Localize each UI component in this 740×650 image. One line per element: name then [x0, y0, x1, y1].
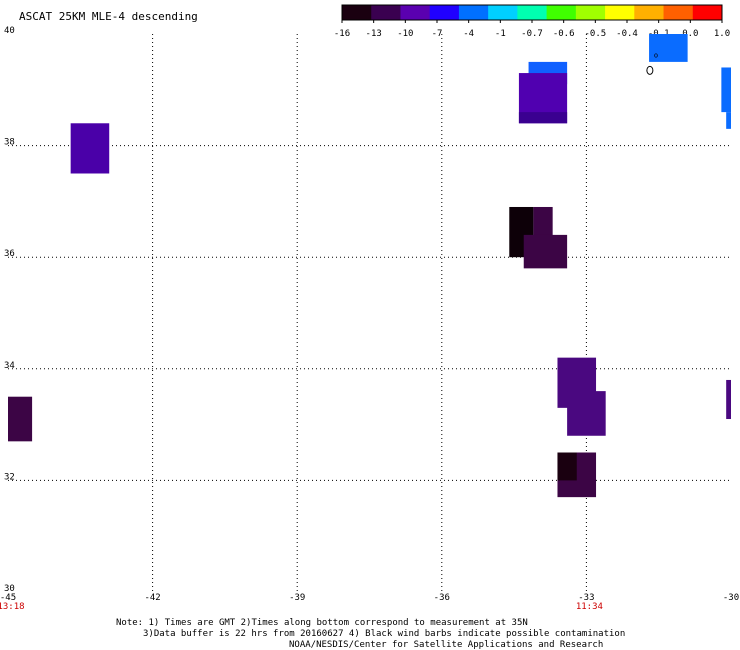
note-line-1: Note: 1) Times are GMT 2)Times along bot… — [116, 618, 528, 628]
time-label: 11:34 — [576, 602, 603, 612]
data-cell — [726, 379, 731, 420]
colorbar-label: -7 — [432, 29, 443, 39]
y-tick-label: 30 — [4, 584, 15, 594]
colorbar-label: -10 — [397, 29, 413, 39]
x-tick-label: -42 — [144, 593, 160, 603]
colorbar-swatch — [517, 5, 548, 20]
colorbar-label: -13 — [366, 29, 382, 39]
data-cell — [567, 391, 606, 436]
note-line-3: NOAA/NESDIS/Center for Satellite Applica… — [289, 640, 603, 650]
y-tick-label: 38 — [4, 138, 15, 148]
data-cell — [726, 112, 731, 129]
chart-title: ASCAT 25KM MLE-4 descending — [19, 10, 198, 23]
colorbar-swatch — [692, 5, 723, 20]
grid-lines — [8, 34, 731, 592]
time-label: 13:18 — [0, 602, 25, 612]
colorbar-swatch — [605, 5, 635, 20]
y-tick-label: 32 — [4, 472, 15, 482]
x-tick-label: -30 — [723, 593, 739, 603]
y-tick-label: 40 — [4, 26, 15, 36]
colorbar-label: -16 — [334, 29, 350, 39]
time-labels: 13:18 11:34 — [0, 602, 603, 612]
x-tick-label: -39 — [289, 593, 305, 603]
colorbar-legend: -16-13-10-7-4-1-0.7-0.6-0.5-0.4-0.10.01.… — [334, 4, 730, 39]
colorbar-swatch — [575, 5, 606, 20]
wind-barb-circle — [646, 65, 654, 75]
colorbar-label: -1 — [495, 29, 506, 39]
colorbar-label: -0.4 — [616, 29, 638, 39]
note-line-2: 3)Data buffer is 22 hrs from 20160627 4)… — [143, 629, 625, 639]
colorbar-label: -0.5 — [584, 29, 606, 39]
colorbar-label: -0.7 — [521, 29, 543, 39]
colorbar-label: -4 — [463, 29, 474, 39]
colorbar-label: 0.0 — [682, 29, 698, 39]
colorbar-swatch — [488, 5, 518, 20]
colorbar-swatch — [371, 5, 401, 20]
data-cell — [518, 112, 568, 124]
data-cell — [70, 123, 110, 174]
x-tick-label: -45 — [0, 593, 16, 603]
data-cell — [557, 452, 577, 481]
wind-barb-marker: o — [646, 51, 658, 75]
wind-barb-label: o — [654, 51, 658, 59]
x-tick-label: -36 — [434, 593, 450, 603]
data-cell — [533, 206, 553, 241]
colorbar-swatch — [634, 5, 665, 20]
colorbar-label: -0.6 — [553, 29, 575, 39]
data-cell — [721, 67, 731, 113]
data-cells — [8, 34, 731, 498]
x-tick-labels: -45 -42 -39 -36 -33 -30 — [0, 593, 739, 603]
data-cell — [8, 396, 33, 442]
colorbar-swatch — [429, 5, 460, 20]
colorbar-label: 1.0 — [714, 29, 730, 39]
colorbar-swatch — [458, 5, 489, 20]
colorbar-swatch — [663, 5, 694, 20]
colorbar-swatch — [546, 5, 577, 20]
colorbar-swatch — [342, 5, 372, 20]
y-tick-label: 34 — [4, 361, 15, 371]
data-cell — [649, 34, 688, 62]
x-tick-label: -33 — [578, 593, 594, 603]
colorbar-swatch — [400, 5, 431, 20]
y-tick-label: 36 — [4, 249, 15, 259]
y-tick-labels: 30 32 34 36 38 40 — [4, 26, 15, 594]
data-cell — [523, 234, 568, 269]
